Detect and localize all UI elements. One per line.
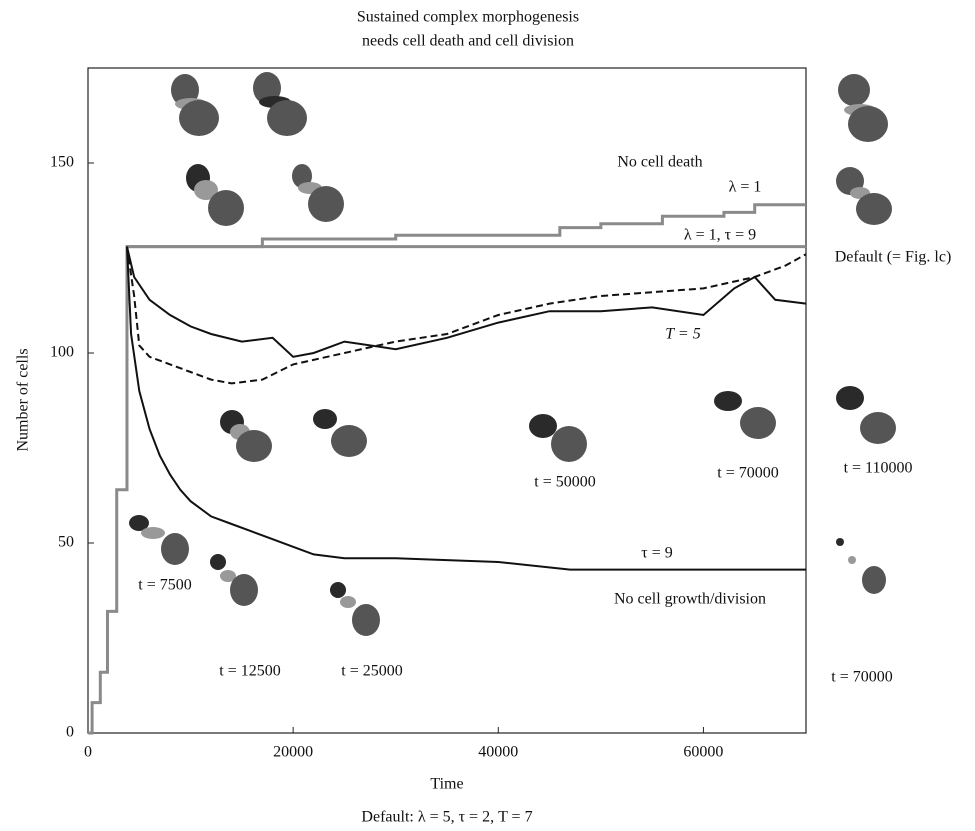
annotation: t = 12500 (219, 663, 280, 680)
x-tick-label: 40000 (478, 744, 518, 761)
series-line (125, 246, 806, 571)
x-tick-label: 60000 (683, 744, 723, 761)
annotation: t = 70000 (831, 669, 892, 686)
series-label: T = 5 (665, 326, 700, 343)
y-tick-label: 0 (66, 724, 74, 741)
series-label: λ = 1 (729, 179, 762, 196)
series-line (126, 246, 807, 358)
plot-frame (87, 67, 807, 734)
y-axis-label: Number of cells (15, 348, 32, 451)
series-label: Default (= Fig. lc) (835, 249, 952, 266)
x-tick-label: 20000 (273, 744, 313, 761)
series-line (125, 246, 807, 385)
y-tick-label: 100 (50, 344, 74, 361)
chart-subtitle: needs cell death and cell division (362, 33, 574, 50)
annotation: t = 70000 (717, 465, 778, 482)
series-line (88, 203, 806, 735)
annotation: No cell death (617, 154, 702, 171)
annotation: t = 25000 (341, 663, 402, 680)
chart-title: Sustained complex morphogenesis (357, 9, 579, 26)
y-tick-label: 150 (50, 154, 74, 171)
annotation: t = 110000 (844, 460, 913, 477)
cell-images (129, 72, 896, 636)
annotation: No cell growth/division (614, 591, 766, 608)
annotation: t = 50000 (534, 474, 595, 491)
y-tick-label: 50 (58, 534, 74, 551)
x-tick-label: 0 (84, 744, 92, 761)
footnote: Default: λ = 5, τ = 2, T = 7 (361, 809, 532, 826)
series-label: λ = 1, τ = 9 (684, 227, 756, 244)
x-axis-label: Time (430, 776, 463, 793)
series-label: τ = 9 (641, 545, 672, 562)
annotation: t = 7500 (138, 577, 191, 594)
